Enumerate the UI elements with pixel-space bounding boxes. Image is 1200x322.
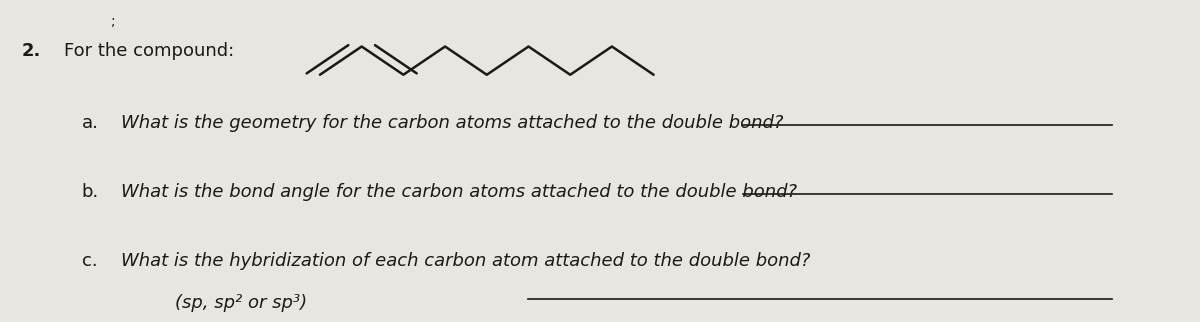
Text: What is the hybridization of each carbon atom attached to the double bond?: What is the hybridization of each carbon… (121, 252, 810, 270)
Text: What is the bond angle for the carbon atoms attached to the double bond?: What is the bond angle for the carbon at… (121, 183, 797, 201)
Text: a.: a. (82, 114, 98, 132)
Text: b.: b. (82, 183, 98, 201)
Text: ;: ; (112, 14, 116, 28)
Text: For the compound:: For the compound: (64, 42, 234, 60)
Text: 2.: 2. (22, 42, 42, 60)
Text: What is the geometry for the carbon atoms attached to the double bond?: What is the geometry for the carbon atom… (121, 114, 784, 132)
Text: c.: c. (82, 252, 97, 270)
Text: (sp, sp² or sp³): (sp, sp² or sp³) (174, 294, 307, 312)
